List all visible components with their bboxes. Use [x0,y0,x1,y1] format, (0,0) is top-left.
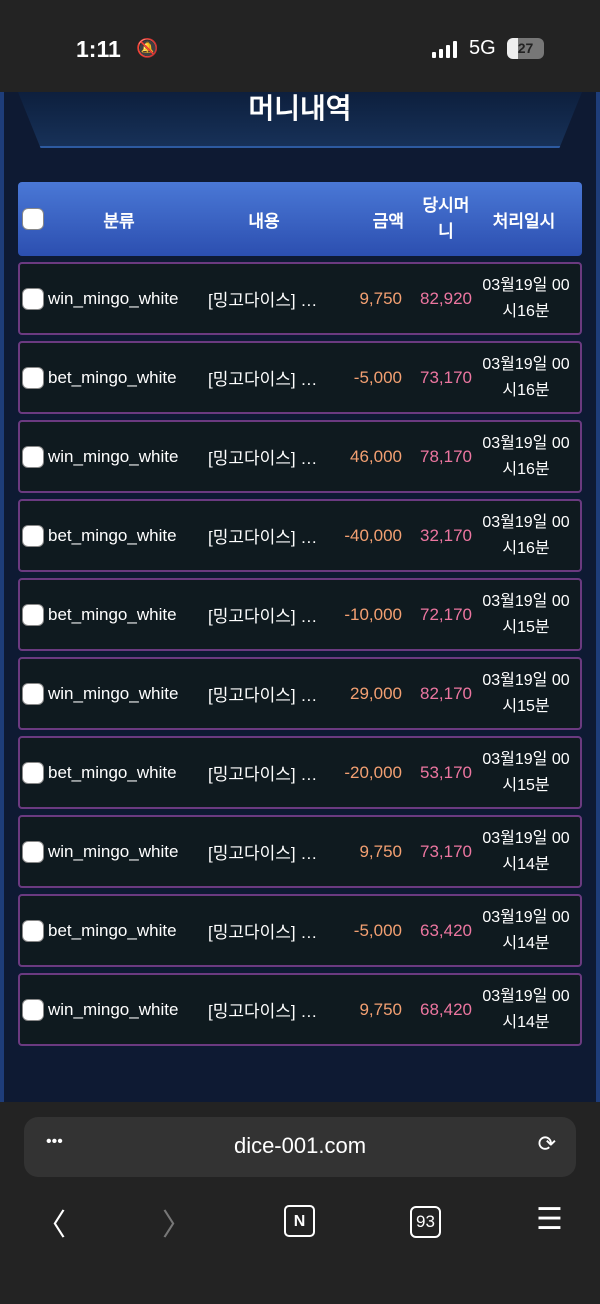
table-row[interactable]: bet_mingo_white [밍고다이스] … -10,000 72,170… [18,578,582,651]
table-row[interactable]: win_mingo_white [밍고다이스] … 9,750 68,420 0… [18,973,582,1046]
signal-icon [432,40,457,58]
row-category: bet_mingo_white [48,604,177,624]
row-checkbox[interactable] [22,287,44,310]
table-row[interactable]: bet_mingo_white [밍고다이스] … -40,000 32,170… [18,499,582,572]
row-category: win_mingo_white [48,999,179,1019]
row-category: win_mingo_white [48,683,179,703]
row-date: 03월19일 00시16분 [482,276,570,320]
row-date: 03월19일 00시14분 [482,829,570,873]
row-date: 03월19일 00시16분 [482,513,570,557]
header-date: 처리일시 [492,211,556,231]
table-row[interactable]: bet_mingo_white [밍고다이스] … -20,000 53,170… [18,736,582,809]
row-category: bet_mingo_white [48,920,177,940]
row-category: bet_mingo_white [48,525,177,545]
menu-icon[interactable]: ☰ [536,1203,563,1236]
row-amount: 46,000 [350,446,402,466]
row-balance: 53,170 [420,762,472,782]
title-banner [18,92,582,148]
row-content: [밍고다이스] … [208,686,318,705]
battery-icon: 27 [507,38,544,59]
row-amount: -10,000 [344,604,402,624]
row-date: 03월19일 00시15분 [482,750,570,794]
row-amount: -5,000 [353,920,402,940]
page-title: 머니내역 [248,93,352,124]
row-checkbox[interactable] [22,366,44,389]
row-balance: 68,420 [420,999,472,1019]
row-balance: 72,170 [420,604,472,624]
row-content: [밍고다이스] … [208,528,318,547]
header-content: 내용 [248,211,280,231]
row-category: win_mingo_white [48,288,179,308]
row-checkbox[interactable] [22,761,44,784]
row-checkbox[interactable] [22,840,44,863]
row-amount: 9,750 [359,841,402,861]
row-amount: -40,000 [344,525,402,545]
header-balance: 당시머니 [422,196,470,241]
row-category: bet_mingo_white [48,367,177,387]
row-date: 03월19일 00시16분 [482,434,570,478]
row-checkbox[interactable] [22,524,44,547]
row-date: 03월19일 00시14분 [482,908,570,952]
table-row[interactable]: bet_mingo_white [밍고다이스] … -5,000 63,420 … [18,894,582,967]
row-checkbox[interactable] [22,682,44,705]
table-row[interactable]: win_mingo_white [밍고다이스] … 46,000 78,170 … [18,420,582,493]
row-balance: 82,170 [420,683,472,703]
row-content: [밍고다이스] … [208,1002,318,1021]
row-balance: 82,920 [420,288,472,308]
row-amount: 29,000 [350,683,402,703]
row-amount: -20,000 [344,762,402,782]
row-balance: 73,170 [420,841,472,861]
browser-toolbar: ••• dice-001.com ⟳ 〈 〉 N 93 ☰ [0,1102,600,1304]
row-date: 03월19일 00시15분 [482,592,570,636]
row-date: 03월19일 00시14분 [482,987,570,1031]
row-category: bet_mingo_white [48,762,177,782]
table-row[interactable]: win_mingo_white [밍고다이스] … 9,750 82,920 0… [18,262,582,335]
row-content: [밍고다이스] … [208,370,318,389]
table-row[interactable]: win_mingo_white [밍고다이스] … 29,000 82,170 … [18,657,582,730]
row-date: 03월19일 00시15분 [482,671,570,715]
reload-icon[interactable]: ⟳ [537,1131,556,1156]
forward-icon[interactable]: 〉 [162,1209,192,1242]
header-category: 분류 [103,211,135,231]
home-button[interactable]: N [284,1205,315,1237]
row-amount: -5,000 [353,367,402,387]
address-bar[interactable]: ••• dice-001.com ⟳ [24,1117,576,1177]
table-header: 분류 내용 금액 당시머니 처리일시 [18,182,582,256]
select-all-checkbox[interactable] [22,208,44,230]
row-content: [밍고다이스] … [208,765,318,784]
row-checkbox[interactable] [22,919,44,942]
page-content: 머니내역 분류 내용 금액 당시머니 처리일시 win_mingo_white … [0,92,600,1102]
row-checkbox[interactable] [22,603,44,626]
row-balance: 32,170 [420,525,472,545]
row-content: [밍고다이스] … [208,844,318,863]
silent-bell-icon: 🔕 [136,38,159,58]
status-bar: 1:11 🔕 5G 27 [0,0,600,92]
url-text[interactable]: dice-001.com [233,1133,367,1158]
back-icon[interactable]: 〈 [36,1209,66,1242]
row-amount: 9,750 [359,288,402,308]
row-date: 03월19일 00시16분 [482,355,570,399]
clock: 1:11 [76,36,121,62]
row-content: [밍고다이스] … [208,449,318,468]
table-row[interactable]: win_mingo_white [밍고다이스] … 9,750 73,170 0… [18,815,582,888]
row-content: [밍고다이스] … [208,291,318,310]
row-amount: 9,750 [359,999,402,1019]
row-content: [밍고다이스] … [208,607,318,626]
more-icon[interactable]: ••• [46,1133,63,1150]
tabs-button[interactable]: 93 [410,1206,441,1238]
table-row[interactable]: bet_mingo_white [밍고다이스] … -5,000 73,170 … [18,341,582,414]
header-amount: 금액 [372,211,404,231]
row-checkbox[interactable] [22,445,44,468]
row-balance: 78,170 [420,446,472,466]
row-balance: 73,170 [420,367,472,387]
row-category: win_mingo_white [48,446,179,466]
row-category: win_mingo_white [48,841,179,861]
network-label: 5G [469,37,496,59]
row-balance: 63,420 [420,920,472,940]
row-content: [밍고다이스] … [208,923,318,942]
row-checkbox[interactable] [22,998,44,1021]
